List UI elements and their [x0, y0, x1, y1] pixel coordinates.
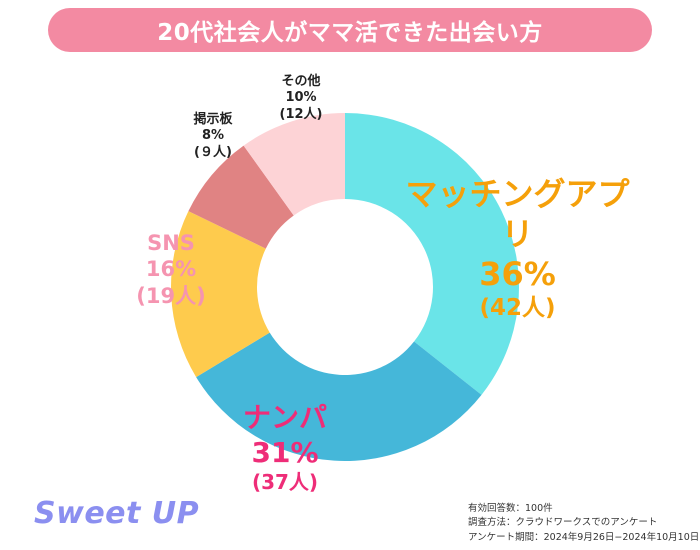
label-bbs-percent: 8%: [201, 128, 225, 144]
slice-nanpa: [196, 332, 482, 461]
label-sns-percent: 16%: [145, 257, 197, 282]
label-sns-name: SNS: [147, 231, 195, 255]
label-bbs: 掲示板 8% (９人): [180, 112, 246, 161]
label-nanpa: ナンパ 31% (37人): [230, 400, 340, 495]
label-other: その他 10% (12人): [268, 74, 334, 123]
label-other-percent: 10%: [285, 90, 317, 106]
label-sns: SNS 16% (19人): [128, 230, 214, 309]
note-responses: 有効回答数：100件: [468, 503, 553, 514]
label-other-count: (12人): [279, 106, 323, 122]
chart-title: 20代社会人がママ活できた出会い方: [157, 20, 543, 46]
label-bbs-name: 掲示板: [193, 112, 233, 127]
slice-sns: [171, 211, 270, 378]
slice-bbs: [188, 145, 294, 249]
label-matching-app-name: マッチングアプリ: [405, 175, 630, 253]
survey-notes: 有効回答数：100件 調査方法：クラウドワークスでのアンケート アンケート期間：…: [468, 502, 699, 545]
brand-logo: Sweet UP: [34, 496, 200, 531]
label-sns-count: (19人): [136, 283, 206, 308]
slice-matching-app: [345, 113, 519, 395]
label-nanpa-name: ナンパ: [242, 401, 327, 434]
label-matching-app: マッチングアプリ 36% (42人): [395, 174, 640, 323]
label-nanpa-percent: 31%: [251, 436, 319, 469]
title-banner: 20代社会人がママ活できた出会い方: [48, 8, 652, 52]
slice-other: [243, 113, 345, 216]
note-method: 調査方法：クラウドワークスでのアンケート: [468, 517, 658, 529]
note-period: アンケート期間：2024年9月26日−2024年10月10日: [468, 531, 700, 543]
label-matching-app-percent: 36%: [479, 255, 556, 293]
label-nanpa-count: (37人): [251, 470, 319, 494]
label-bbs-count: (９人): [194, 144, 232, 160]
label-matching-app-count: (42人): [479, 295, 556, 321]
label-other-name: その他: [281, 74, 321, 89]
